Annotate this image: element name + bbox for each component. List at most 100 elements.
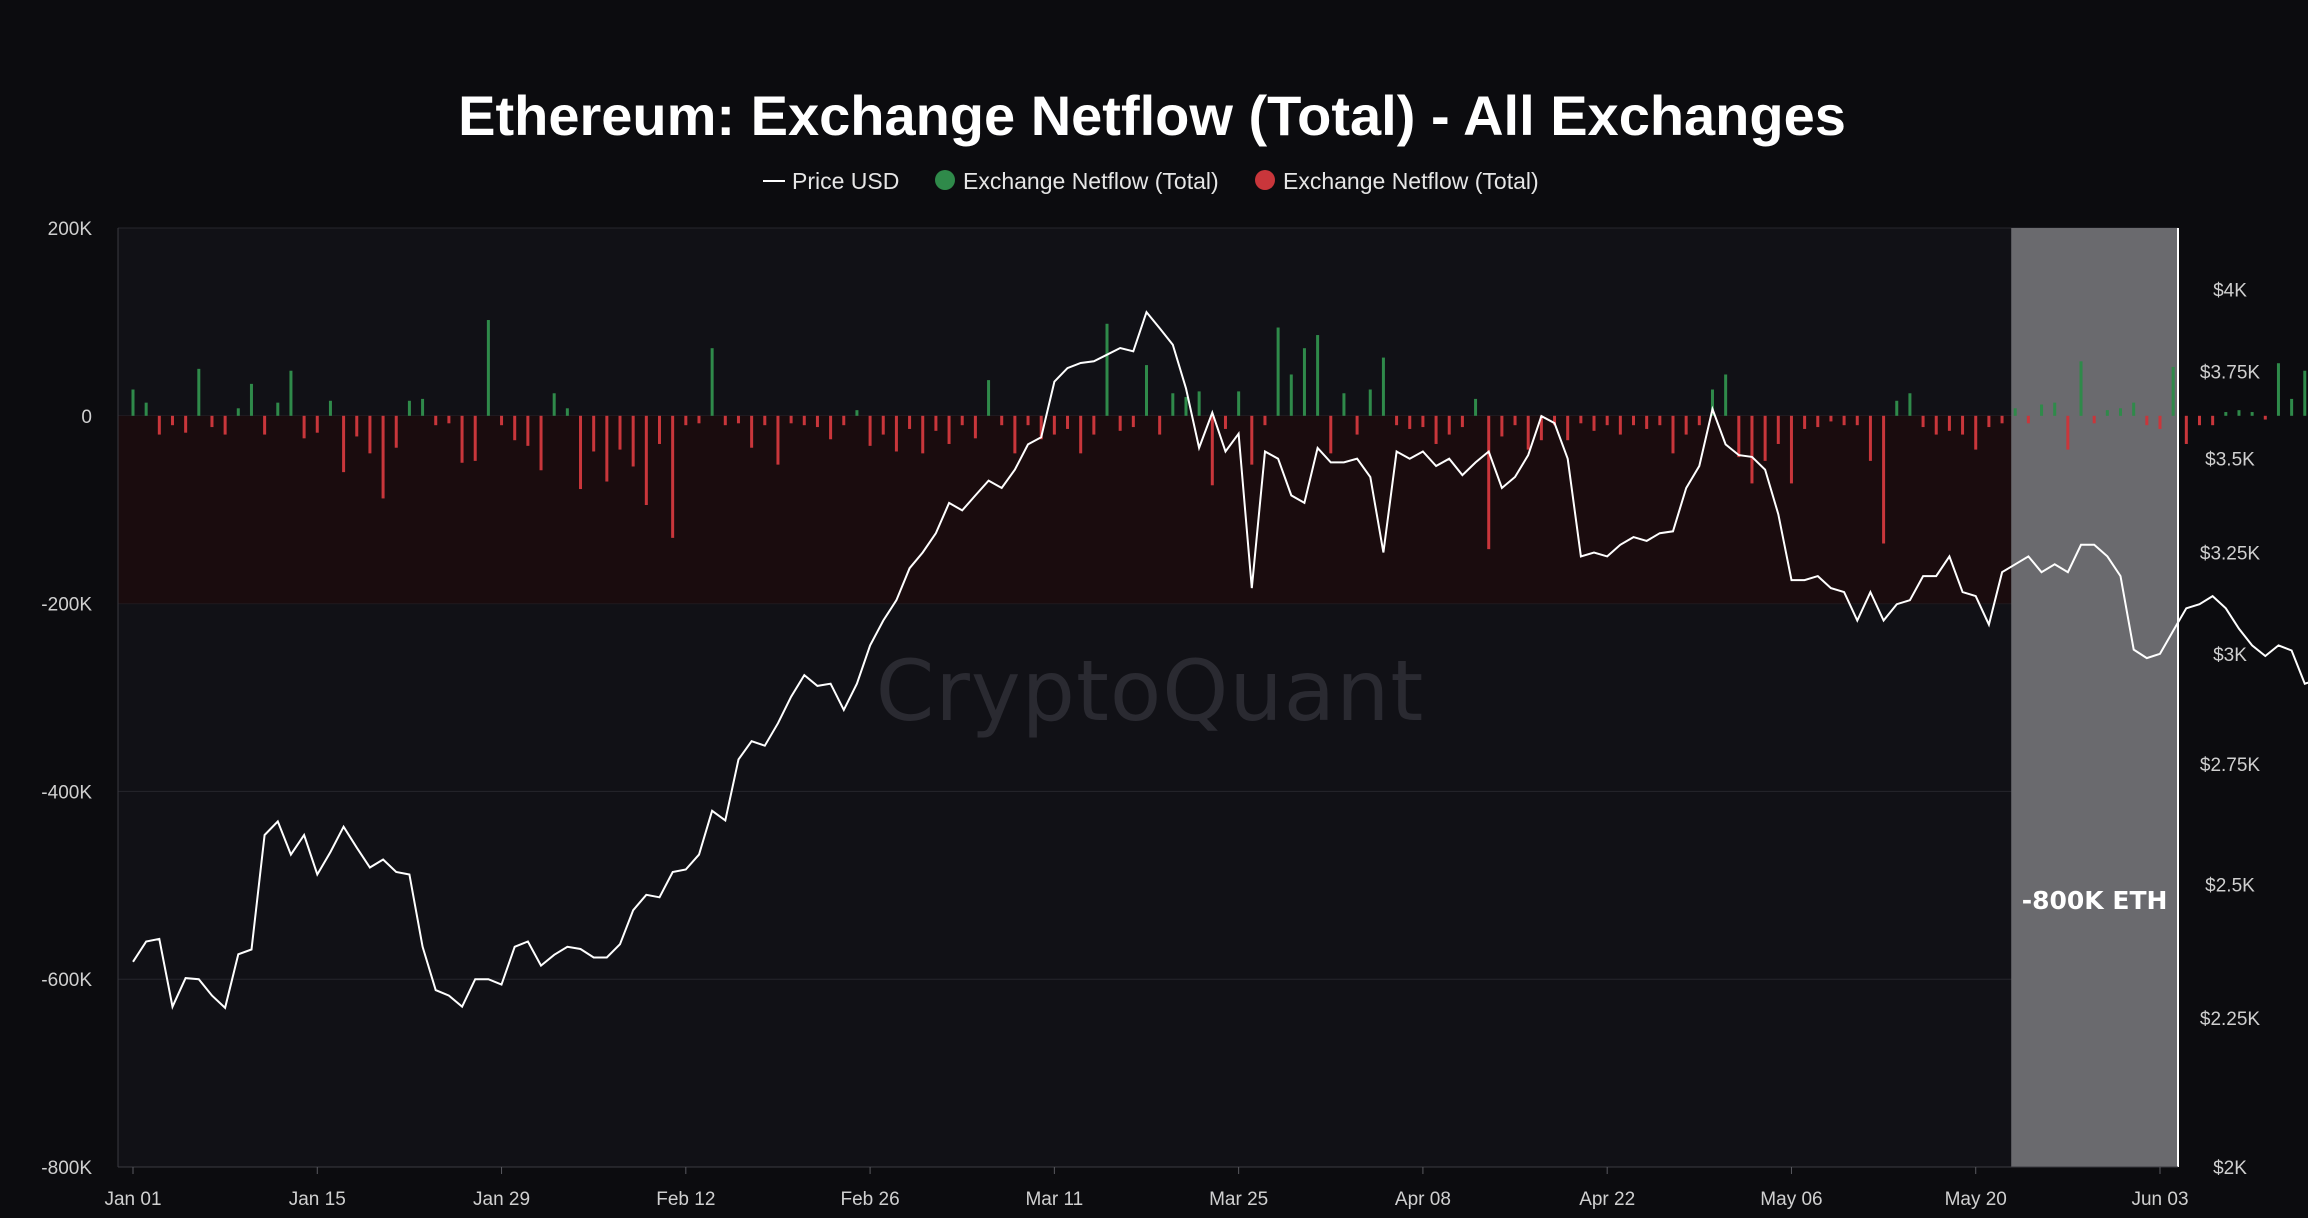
netflow-bar	[1421, 415, 1425, 428]
netflow-bar	[579, 415, 583, 490]
netflow-bar	[1210, 415, 1214, 486]
netflow-bar	[1079, 415, 1083, 454]
netflow-bar	[697, 415, 701, 424]
netflow-bar	[2303, 370, 2307, 416]
netflow-bar	[2079, 361, 2083, 416]
netflow-bar	[644, 415, 648, 506]
netflow-bar	[236, 408, 240, 416]
netflow-bar	[1487, 415, 1491, 550]
netflow-bar	[526, 415, 530, 446]
netflow-bar	[1447, 415, 1451, 435]
netflow-bar	[1763, 415, 1767, 461]
netflow-bar	[1302, 348, 1306, 416]
netflow-bar	[1513, 415, 1517, 426]
netflow-bar	[1921, 415, 1925, 428]
netflow-bar	[565, 408, 569, 416]
netflow-bar	[2276, 363, 2280, 416]
netflow-bar	[223, 415, 227, 435]
netflow-bar	[815, 415, 819, 428]
annotation-label: -800K ETH	[2022, 886, 2168, 915]
x-tick-label: Jan 15	[289, 1189, 346, 1210]
netflow-bar	[1842, 415, 1846, 426]
netflow-bar	[987, 380, 991, 416]
y-left-tick-label: 200K	[48, 219, 93, 240]
netflow-bar	[631, 415, 635, 467]
netflow-bar	[144, 402, 148, 416]
y-right-tick-label: $3K	[2213, 645, 2247, 666]
netflow-bar	[1776, 415, 1780, 444]
netflow-bar	[868, 415, 872, 446]
x-tick-label: May 06	[1760, 1189, 1822, 1210]
netflow-bar	[1829, 415, 1833, 422]
netflow-bar	[921, 415, 925, 454]
x-axis: Jan 01 Jan 15 Jan 29 Feb 12 Feb 26 Mar 11 Mar …	[104, 1167, 2189, 1210]
watermark: CryptoQuant	[876, 642, 1425, 740]
y-left-tick-label: -400K	[41, 782, 92, 803]
netflow-bar	[802, 415, 806, 426]
netflow-bar	[1724, 374, 1728, 416]
netflow-bar	[276, 402, 280, 416]
netflow-bar	[671, 415, 675, 538]
netflow-bar	[1697, 415, 1701, 426]
netflow-bar	[552, 393, 556, 416]
netflow-bar	[315, 415, 319, 433]
netflow-bar	[1263, 415, 1267, 426]
netflow-bar	[789, 415, 793, 424]
netflow-bar	[302, 415, 306, 439]
x-tick-label: Apr 08	[1395, 1189, 1451, 1210]
netflow-bar	[1934, 415, 1938, 435]
netflow-bar	[1539, 415, 1543, 441]
x-tick-label: Feb 26	[841, 1189, 900, 1210]
netflow-bar	[1118, 415, 1122, 431]
x-tick-label: Feb 12	[656, 1189, 715, 1210]
chart-title: Ethereum: Exchange Netflow (Total) - All…	[458, 84, 1846, 147]
netflow-bar	[1658, 415, 1662, 426]
netflow-bar	[1710, 389, 1714, 416]
netflow-bar	[513, 415, 517, 441]
y-right-axis: $4K $3.75K $3.5K $3.25K $3K $2.75K $2.5K $2.25K…	[2200, 281, 2261, 1179]
netflow-bar	[2237, 410, 2241, 416]
netflow-bar	[1039, 415, 1043, 440]
x-tick-label: Jun 03	[2131, 1189, 2188, 1210]
legend-green-dot-icon	[935, 170, 955, 190]
netflow-bar	[1158, 415, 1162, 435]
netflow-bar	[2132, 402, 2136, 416]
netflow-bar	[2105, 410, 2109, 416]
netflow-bar	[1789, 415, 1793, 484]
netflow-bar	[710, 348, 714, 416]
netflow-bar	[1737, 415, 1741, 458]
netflow-bar	[2211, 415, 2215, 426]
netflow-bar	[1750, 415, 1754, 484]
x-tick-label: May 20	[1945, 1189, 2007, 1210]
y-right-tick-label: $4K	[2213, 281, 2247, 302]
netflow-bar	[657, 415, 661, 444]
netflow-bar	[1237, 391, 1241, 416]
netflow-bar	[1131, 415, 1135, 428]
netflow-bar	[1803, 415, 1807, 429]
netflow-bar	[394, 415, 398, 448]
netflow-bar	[197, 368, 201, 416]
netflow-bar	[1618, 415, 1622, 435]
netflow-bar	[184, 415, 188, 433]
netflow-bar	[1908, 393, 1912, 416]
netflow-bar	[1000, 415, 1004, 426]
netflow-bar	[1474, 398, 1478, 416]
netflow-bar	[1868, 415, 1872, 461]
netflow-bar	[1105, 323, 1109, 416]
netflow-bar	[1645, 415, 1649, 429]
netflow-bar	[2026, 415, 2030, 424]
x-tick-label: Mar 11	[1025, 1189, 1083, 1210]
y-left-tick-label: -800K	[41, 1158, 92, 1179]
x-tick-label: Jan 29	[473, 1189, 530, 1210]
netflow-bar	[2197, 415, 2201, 426]
netflow-bar	[421, 398, 425, 416]
netflow-bar	[1145, 365, 1148, 416]
netflow-bar	[592, 415, 596, 452]
legend-red-dot-icon	[1255, 170, 1275, 190]
y-right-tick-label: $2.5K	[2205, 876, 2255, 897]
y-left-axis: 200K 0 -200K -400K -600K -800K	[41, 219, 92, 1179]
netflow-bar	[1974, 415, 1978, 450]
netflow-bar	[894, 415, 898, 452]
netflow-bar	[355, 415, 359, 437]
